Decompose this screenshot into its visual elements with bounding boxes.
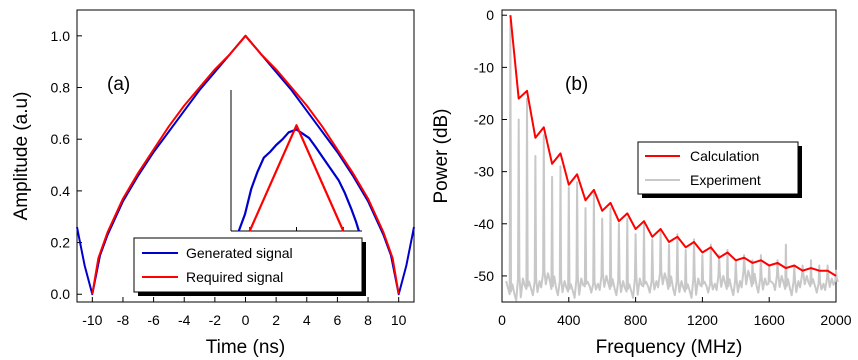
panel-a-x-tick-label: -6 xyxy=(147,312,160,328)
panel-b-legend: Calculation Experiment xyxy=(637,141,802,198)
panel-a-x-tick-label: -2 xyxy=(209,312,222,328)
panel-b-y-tick-label: 0 xyxy=(486,7,494,23)
panel-a-y-tick-label: 0.4 xyxy=(51,183,71,199)
legend-b-box xyxy=(637,141,799,195)
panel-b-ticks xyxy=(501,14,837,302)
panel-a-series-line-1 xyxy=(91,34,400,295)
panel-a-x-tick-label: 10 xyxy=(391,312,407,328)
panel-a-x-tick-label: -8 xyxy=(117,312,130,328)
panel-a-x-tick-label: -10 xyxy=(82,312,102,328)
panel-a-tick-labels: -10 -8 -6 -4 -2 0 2 4 6 8 10 0.0 0.2 0.4 0.6 0.8 1.0 xyxy=(51,28,407,328)
panel-a-y-tick-label: 0.8 xyxy=(51,80,71,96)
panel-b-x-tick-label: 1200 xyxy=(687,312,718,328)
panel-a-x-axis-title: Time (ns) xyxy=(206,337,286,358)
panel-a-x-tick-label: 4 xyxy=(303,312,311,328)
panel-a: -10 -8 -6 -4 -2 0 2 4 6 8 10 0.0 0.2 0.4 0.6 0.8 1.0 (a)… xyxy=(11,9,415,358)
panel-a-inset: -0.30.00.3 xyxy=(230,90,362,250)
panel-a-y-axis-title: Amplitude (a.u) xyxy=(11,92,32,221)
panel-b-y-tick-label: -10 xyxy=(474,59,494,75)
panel-b-y-axis-title: Power (dB) xyxy=(431,108,452,203)
panel-b-x-axis-title: Frequency (MHz) xyxy=(596,337,743,358)
panel-a-x-tick-label: -4 xyxy=(178,312,191,328)
panel-b-y-tick-label: -40 xyxy=(474,216,494,232)
panel-a-legend: Generated signal Required signal xyxy=(133,237,366,296)
panel-a-y-tick-label: 1.0 xyxy=(51,28,71,44)
panel-b-tick-labels: 0 400 800 1200 1600 2000 0 -10 -20 -30 -40 -50 xyxy=(474,7,852,328)
panel-b-series-calculation xyxy=(509,15,837,277)
legend-b-label-calculation: Calculation xyxy=(690,148,759,164)
panel-b-label: (b) xyxy=(565,74,588,95)
panel-a-x-tick-label: 2 xyxy=(272,312,280,328)
panel-a-x-tick-label: 8 xyxy=(364,312,372,328)
panel-b-x-tick-label: 1600 xyxy=(754,312,785,328)
panel-b-x-tick-label: 0 xyxy=(498,312,506,328)
panel-a-x-tick-label: 6 xyxy=(334,312,342,328)
panel-b-y-tick-label: -30 xyxy=(474,164,494,180)
panel-a-y-tick-label: 0.0 xyxy=(51,286,71,302)
panel-a-y-tick-label: 0.2 xyxy=(51,235,71,251)
panel-b-y-tick-label: -50 xyxy=(474,268,494,284)
panel-b-series-experiment xyxy=(505,19,840,302)
legend-b-label-experiment: Experiment xyxy=(690,172,761,188)
legend-a-box xyxy=(133,237,363,293)
inset-series xyxy=(237,124,360,232)
panel-b-plot-frame xyxy=(501,9,837,303)
panel-b-x-tick-label: 2000 xyxy=(820,312,851,328)
panel-b-x-tick-label: 800 xyxy=(624,312,648,328)
panel-b-x-tick-label: 400 xyxy=(557,312,581,328)
panel-a-y-tick-label: 0.6 xyxy=(51,131,71,147)
panel-a-x-tick-label: 0 xyxy=(242,312,250,328)
panel-b-series xyxy=(505,15,840,302)
panel-a-label: (a) xyxy=(107,74,130,95)
panel-a-series xyxy=(76,34,415,296)
legend-a-label-generated: Generated signal xyxy=(186,245,293,261)
inset-series-line-1 xyxy=(248,124,345,232)
panel-b-y-tick-label: -20 xyxy=(474,112,494,128)
legend-a-label-required: Required signal xyxy=(186,269,283,285)
